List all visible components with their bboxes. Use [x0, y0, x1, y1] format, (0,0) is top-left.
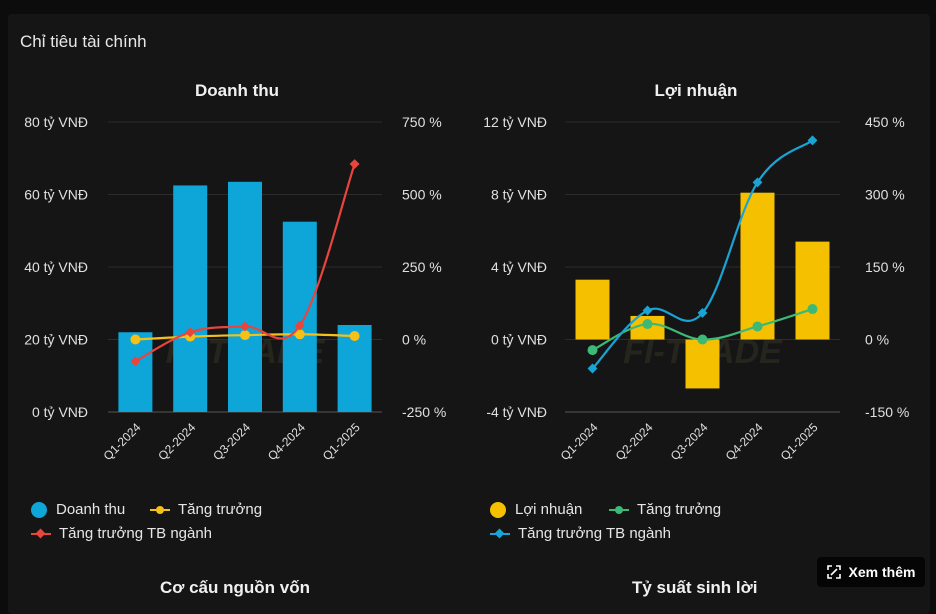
- line-point: [294, 329, 305, 340]
- line-point: [240, 330, 250, 341]
- legend-line-diamond-icon: [31, 529, 51, 539]
- series-line: [134, 163, 356, 363]
- chart-title: Lợi nhuận: [655, 81, 738, 100]
- line-point: [642, 305, 653, 316]
- line-point: [642, 319, 653, 330]
- legend-label: Tăng trưởng TB ngành: [59, 525, 213, 542]
- capital-structure-title: Cơ cấu nguồn vốn: [160, 578, 310, 597]
- line-point: [807, 135, 818, 146]
- x-tick-label: Q2-2024: [613, 420, 656, 463]
- x-tick-label: Q4-2024: [723, 420, 766, 463]
- y-left-tick-label: 60 tỷ VNĐ: [24, 187, 88, 203]
- legend-label: Doanh thu: [56, 501, 126, 518]
- y-left-tick-label: 4 tỷ VNĐ: [491, 259, 547, 275]
- line-point: [130, 334, 141, 345]
- line-point: [587, 345, 598, 356]
- y-right-tick-label: 500 %: [402, 187, 442, 203]
- y-left-tick-label: 20 tỷ VNĐ: [24, 332, 88, 348]
- bar: [228, 181, 262, 412]
- line-point: [697, 307, 708, 318]
- line-point: [752, 177, 763, 188]
- x-tick-label: Q3-2024: [210, 420, 253, 463]
- line-point: [349, 331, 360, 342]
- legend-item-industry-growth[interactable]: Tăng trưởng TB ngành: [490, 525, 671, 542]
- x-tick-label: Q3-2024: [668, 420, 711, 463]
- bar: [173, 185, 208, 412]
- y-right-tick-label: 0 %: [402, 332, 426, 348]
- legend-line-diamond-icon: [490, 529, 510, 539]
- legend-label: Lợi nhuận: [515, 501, 583, 518]
- line-point: [697, 334, 708, 345]
- x-tick-label: Q1-2025: [320, 420, 363, 463]
- line-point: [294, 320, 305, 331]
- profit-chart: Lợi nhuận 12 tỷ VNĐ 450 % 8 tỷ VNĐ 300 % 4 tỷ…: [483, 81, 909, 463]
- y-right-tick-label: 150 %: [865, 259, 905, 275]
- y-right-tick-label: 0 %: [865, 332, 889, 348]
- chart-title: Doanh thu: [195, 81, 279, 100]
- legend-line-circle-icon: [609, 505, 629, 515]
- bar: [685, 339, 720, 389]
- financial-indicators-panel: [8, 14, 930, 614]
- bar: [795, 241, 830, 340]
- bar: [282, 221, 317, 412]
- line-point: [130, 356, 141, 367]
- view-more-label: Xem thêm: [848, 564, 916, 580]
- page-title: Chỉ tiêu tài chính: [20, 32, 147, 51]
- line-point: [807, 304, 818, 315]
- legend-label: Tăng trưởng: [178, 501, 263, 518]
- legend-label: Tăng trưởng: [637, 501, 722, 518]
- y-left-tick-label: 8 tỷ VNĐ: [491, 187, 547, 203]
- line-point: [752, 321, 763, 332]
- y-left-tick-label: 12 tỷ VNĐ: [483, 114, 547, 130]
- view-more-button[interactable]: Xem thêm: [817, 557, 925, 587]
- legend-circle-icon: [31, 501, 47, 518]
- legend-item-profit[interactable]: Lợi nhuận: [490, 501, 582, 518]
- y-right-tick-label: 450 %: [865, 114, 905, 130]
- x-tick-label: Q2-2024: [155, 420, 198, 463]
- legend-item-growth[interactable]: Tăng trưởng: [609, 501, 721, 518]
- line-point: [587, 363, 598, 374]
- y-left-tick-label: 0 tỷ VNĐ: [32, 404, 88, 420]
- y-right-tick-label: -250 %: [402, 404, 446, 420]
- x-tick-label: Q1-2024: [101, 420, 144, 463]
- legend-line-circle-icon: [150, 505, 170, 515]
- line-point: [349, 159, 360, 169]
- profitability-title: Tỷ suất sinh lời: [632, 578, 758, 597]
- line-point: [185, 327, 196, 338]
- line-point: [240, 321, 250, 332]
- y-right-tick-label: 750 %: [402, 114, 442, 130]
- y-right-tick-label: 300 %: [865, 187, 905, 203]
- revenue-chart: Doanh thu 80 tỷ VNĐ 750 % 60 tỷ VNĐ 500 % 40 …: [24, 81, 446, 463]
- bar: [575, 279, 610, 340]
- x-tick-label: Q1-2025: [778, 420, 821, 463]
- legend-circle-icon: [490, 501, 506, 518]
- legend-item-revenue[interactable]: Doanh thu: [31, 501, 125, 518]
- y-right-tick-label: 250 %: [402, 259, 442, 275]
- legend-item-industry-growth[interactable]: Tăng trưởng TB ngành: [31, 525, 212, 542]
- bar: [740, 192, 775, 340]
- y-left-tick-label: 0 tỷ VNĐ: [491, 332, 547, 348]
- y-right-tick-label: -150 %: [865, 404, 909, 420]
- legend-label: Tăng trưởng TB ngành: [518, 525, 672, 542]
- y-left-tick-label: 40 tỷ VNĐ: [24, 259, 88, 275]
- y-left-tick-label: 80 tỷ VNĐ: [24, 114, 88, 130]
- x-tick-label: Q1-2024: [558, 420, 601, 463]
- bar: [118, 332, 153, 412]
- legend-item-growth[interactable]: Tăng trưởng: [150, 501, 262, 518]
- expand-icon: [826, 565, 841, 579]
- x-tick-label: Q4-2024: [265, 420, 308, 463]
- y-left-tick-label: -4 tỷ VNĐ: [486, 404, 547, 420]
